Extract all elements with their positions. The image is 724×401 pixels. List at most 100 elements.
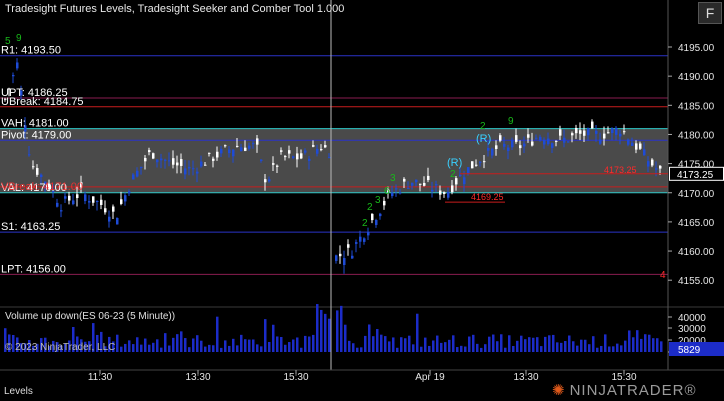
candle-body bbox=[415, 179, 418, 183]
volume-bar bbox=[436, 335, 439, 352]
candle-body bbox=[328, 157, 331, 159]
volume-bar bbox=[192, 338, 195, 352]
volume-bar bbox=[248, 339, 251, 352]
volume-bar bbox=[536, 337, 539, 352]
candle-body bbox=[148, 150, 151, 153]
seeker-count-label: 9 bbox=[508, 116, 514, 127]
volume-tick-label: 40000 bbox=[678, 313, 706, 324]
volume-bar bbox=[136, 337, 139, 352]
volume-bar bbox=[504, 347, 507, 352]
seeker-count-label: 6 bbox=[384, 186, 390, 197]
candle-body bbox=[172, 158, 175, 165]
volume-bar bbox=[188, 347, 191, 352]
volume-bar bbox=[84, 341, 87, 352]
volume-bar bbox=[320, 309, 323, 352]
volume-bar bbox=[176, 334, 179, 352]
candle-body bbox=[52, 190, 55, 193]
volume-bar bbox=[652, 338, 655, 352]
volume-bar bbox=[588, 344, 591, 352]
candle-body bbox=[535, 137, 538, 139]
candle-body bbox=[575, 127, 578, 134]
candle-body bbox=[320, 149, 323, 151]
volume-bar bbox=[280, 336, 283, 352]
candle-body bbox=[651, 159, 654, 166]
volume-bar bbox=[420, 346, 423, 352]
candle-body bbox=[36, 168, 39, 175]
candle-body bbox=[16, 62, 19, 69]
candle-body bbox=[116, 217, 119, 225]
volume-bar bbox=[524, 339, 527, 352]
candle-body bbox=[455, 178, 458, 185]
f-button[interactable]: F bbox=[698, 2, 722, 24]
volume-bar bbox=[396, 347, 399, 352]
candle-body bbox=[304, 150, 307, 153]
candle-body bbox=[8, 88, 11, 90]
levels-tab[interactable]: Levels bbox=[4, 386, 33, 397]
candle-body bbox=[40, 174, 43, 178]
volume-bar bbox=[568, 335, 571, 352]
candle-body bbox=[603, 133, 606, 139]
candle-body bbox=[395, 188, 398, 190]
volume-bar bbox=[632, 337, 635, 352]
volume-bar bbox=[72, 327, 75, 352]
volume-bar bbox=[200, 340, 203, 352]
volume-bar bbox=[400, 337, 403, 352]
volume-bar bbox=[40, 338, 43, 352]
seeker-count-label: 2 bbox=[450, 169, 456, 180]
price-tick-label: 4180.00 bbox=[678, 130, 715, 141]
seeker-count-label: 3 bbox=[375, 195, 381, 206]
candle-body bbox=[475, 164, 478, 166]
value-area-band bbox=[0, 128, 668, 193]
candle-body bbox=[96, 200, 99, 202]
candle-body bbox=[523, 143, 526, 147]
candle-body bbox=[383, 200, 386, 206]
volume-bar bbox=[148, 344, 151, 352]
volume-bar bbox=[476, 343, 479, 352]
volume-bar bbox=[144, 338, 147, 352]
candle-body bbox=[80, 182, 83, 188]
candle-body bbox=[351, 255, 354, 259]
volume-bar bbox=[24, 343, 27, 352]
volume-bar bbox=[152, 342, 155, 352]
candle-body bbox=[531, 141, 534, 146]
volume-bar bbox=[572, 341, 575, 352]
price-tick-label: 4195.00 bbox=[678, 43, 715, 54]
volume-bar bbox=[416, 313, 419, 352]
volume-bar bbox=[156, 339, 159, 352]
candle-body bbox=[367, 231, 370, 236]
candle-body bbox=[184, 168, 187, 175]
volume-bar bbox=[580, 339, 583, 352]
volume-bar bbox=[544, 336, 547, 352]
candle-body bbox=[128, 191, 131, 194]
volume-bar bbox=[492, 334, 495, 352]
candle-body bbox=[72, 200, 75, 205]
red-count-label: 4 bbox=[660, 270, 666, 281]
candle-body bbox=[431, 189, 434, 192]
volume-bar bbox=[576, 345, 579, 352]
volume-bar bbox=[284, 344, 287, 352]
candle-body bbox=[639, 143, 642, 149]
volume-bar bbox=[376, 329, 379, 352]
volume-bar bbox=[172, 337, 175, 352]
volume-bar bbox=[628, 330, 631, 352]
candle-body bbox=[196, 171, 199, 174]
volume-bar bbox=[556, 342, 559, 352]
volume-bar bbox=[548, 335, 551, 352]
volume-bar bbox=[16, 337, 19, 352]
candle-body bbox=[479, 161, 482, 163]
volume-bar bbox=[592, 336, 595, 352]
volume-bar bbox=[584, 339, 587, 352]
candle-body bbox=[176, 162, 179, 166]
candle-body bbox=[583, 130, 586, 136]
candle-body bbox=[244, 147, 247, 151]
volume-bar bbox=[164, 333, 167, 352]
volume-bar bbox=[340, 305, 343, 352]
price-tick-label: 4190.00 bbox=[678, 72, 715, 83]
price-tick-label: 4160.00 bbox=[678, 247, 715, 258]
volume-bar bbox=[428, 345, 431, 352]
candle-body bbox=[483, 161, 486, 163]
candle-body bbox=[168, 160, 171, 162]
volume-bar bbox=[292, 339, 295, 352]
volume-bar bbox=[212, 345, 215, 352]
